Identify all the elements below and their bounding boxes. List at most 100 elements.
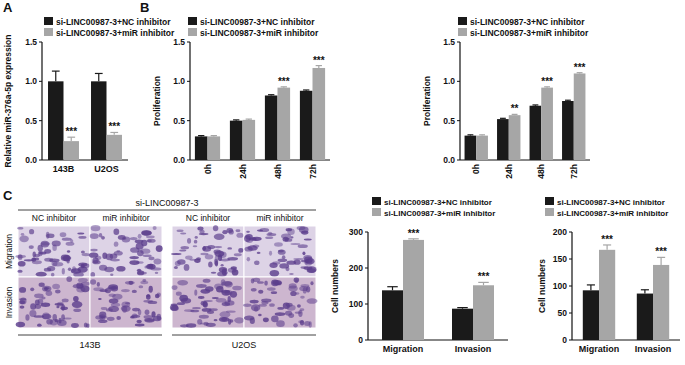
- column-label: miR inhibitor: [256, 213, 303, 223]
- cell-blob: [212, 297, 219, 299]
- cell-blob: [289, 273, 294, 275]
- y-tick-label: 0.5: [443, 116, 455, 126]
- cell-blob: [257, 252, 261, 254]
- cell-line-rule: [18, 335, 162, 336]
- cell-blob: [95, 256, 101, 260]
- cell-blob: [30, 287, 34, 291]
- cell-blob: [147, 239, 155, 243]
- cell-blob: [61, 314, 65, 320]
- error-bar: [52, 71, 60, 81]
- cell-blob: [67, 250, 70, 253]
- row-label: Invasion: [4, 286, 14, 318]
- cell-blob: [298, 244, 308, 248]
- cell-blob: [116, 316, 121, 320]
- micrograph: [172, 226, 244, 277]
- cell-blob: [20, 305, 25, 308]
- y-axis-label: Proliferation: [422, 76, 432, 126]
- x-tick-label: 143B: [53, 164, 75, 174]
- marks: [48, 71, 122, 160]
- cell-blob: [289, 283, 297, 288]
- cell-blob: [267, 287, 276, 291]
- cell-blob: [221, 264, 224, 267]
- cell-blob: [246, 231, 250, 233]
- x-tick-label: 48h: [536, 164, 546, 179]
- marks: [195, 66, 325, 160]
- y-tick-label: 0.5: [173, 116, 185, 126]
- cell-blob: [61, 304, 65, 311]
- cell-blob: [153, 226, 157, 230]
- error-bar: [246, 119, 252, 121]
- cell-blob: [270, 270, 280, 277]
- cell-blob: [30, 303, 36, 310]
- row-label: Migration: [4, 234, 14, 269]
- legend-label: si-LINC00987-3+miR inhibitor: [200, 28, 319, 38]
- bar: [562, 101, 574, 160]
- cell-blob: [184, 264, 190, 271]
- cell-blob: [17, 270, 22, 273]
- cell-blob: [172, 285, 178, 290]
- cell-blob: [132, 290, 137, 293]
- error-bar: [500, 118, 506, 120]
- cell-blob: [192, 307, 201, 309]
- cell-blob: [278, 258, 288, 262]
- cell-blob: [265, 236, 273, 238]
- cell-blob: [121, 305, 131, 312]
- legend-label: si-LINC00987-3+miR inhibitor: [470, 28, 589, 38]
- significance: ***: [408, 228, 420, 239]
- x-tick-label: Migration: [383, 344, 424, 354]
- legend-swatch: [372, 208, 381, 216]
- y-axis: [367, 232, 368, 340]
- cell-blob: [269, 251, 272, 256]
- legend-label: si-LINC00987-3+NC inhibitor: [56, 17, 171, 27]
- cell-blob: [297, 304, 301, 308]
- error-bar: [657, 257, 665, 265]
- cell-blob: [116, 266, 125, 272]
- cell-blob: [254, 260, 260, 265]
- bar: [653, 265, 669, 340]
- cell-blob: [62, 238, 72, 241]
- chart: 0.00.51.01.5Proliferation0h24h48h72h****…: [422, 17, 590, 179]
- image-panel: si-LINC00987-3NC inhibitormiR inhibitorN…: [4, 198, 317, 350]
- cell-blob: [180, 246, 189, 249]
- cell-blob: [236, 233, 243, 238]
- error-bar: [467, 134, 473, 136]
- error-bar: [387, 287, 398, 291]
- bar: [541, 88, 553, 160]
- cell-blob: [285, 267, 289, 271]
- cell-blob: [34, 315, 45, 318]
- significance: ***: [313, 55, 325, 66]
- error-cap: [95, 73, 103, 74]
- cell-blob: [306, 286, 310, 292]
- cell-blob: [90, 233, 99, 239]
- cell-blob: [222, 302, 230, 306]
- cell-blob: [32, 252, 35, 258]
- cell-blob: [144, 265, 147, 268]
- cell-blob: [99, 265, 107, 271]
- micrograph: [18, 277, 90, 328]
- y-tick-label: 1.5: [173, 37, 185, 47]
- error-bar: [303, 89, 309, 91]
- legend-swatch: [545, 197, 554, 205]
- cell-blob: [234, 253, 242, 256]
- y-tick-label: 1.0: [443, 76, 455, 86]
- cell-blob: [196, 257, 201, 260]
- y-axis: [571, 232, 572, 340]
- marks: [465, 73, 586, 160]
- error-cap: [532, 104, 538, 105]
- cell-blob: [171, 306, 179, 311]
- error-cap: [211, 135, 217, 136]
- cell-blob: [109, 299, 119, 304]
- error-cap: [387, 286, 398, 287]
- y-axis-label: Cell numbers: [537, 259, 547, 313]
- cell-blob: [250, 300, 259, 304]
- cell-blob: [131, 315, 140, 318]
- cell-blob: [36, 272, 47, 277]
- y-tick-label: 0.5: [25, 116, 37, 126]
- cell-blob: [125, 302, 130, 304]
- cell-blob: [304, 238, 312, 240]
- x-tick-label: Invasion: [455, 344, 492, 354]
- cell-blob: [275, 312, 286, 316]
- bar: [382, 290, 403, 340]
- legend-label: si-LINC00987-3+NC inhibitor: [384, 198, 492, 207]
- cell-blob: [118, 235, 126, 240]
